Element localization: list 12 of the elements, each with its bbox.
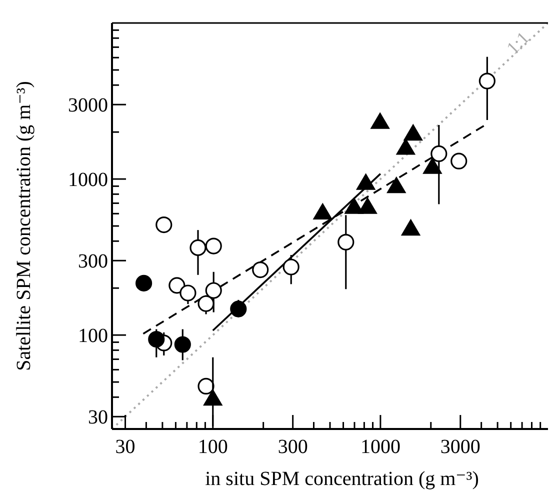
y-tick-label: 300 (78, 250, 108, 273)
x-tick-label: 300 (278, 436, 308, 458)
y-tick-label: 1000 (68, 169, 108, 192)
x-tick-label: 3000 (440, 436, 480, 458)
x-axis-title: in situ SPM concentration (g m⁻³) (205, 468, 479, 490)
y-tick-label: 30 (88, 406, 108, 429)
x-tick-label: 100 (198, 436, 228, 458)
y-axis-title: Satellite SPM concentration (g m⁻³) (13, 81, 35, 371)
y-tick-label: 3000 (68, 94, 108, 117)
y-tick-label: 100 (78, 325, 108, 348)
x-tick-label: 30 (115, 436, 136, 458)
x-tick-label: 1000 (360, 436, 400, 458)
